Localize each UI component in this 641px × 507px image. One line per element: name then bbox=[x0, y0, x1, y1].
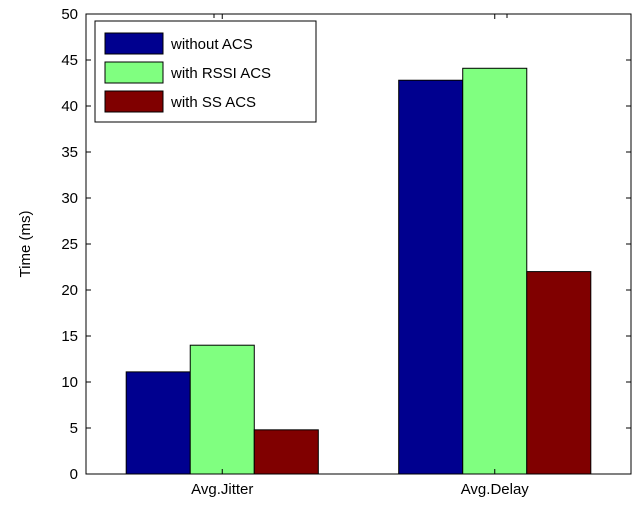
y-tick-label: 40 bbox=[61, 98, 78, 115]
bar bbox=[526, 271, 592, 475]
y-tick-label: 20 bbox=[61, 282, 78, 299]
x-axis: Avg.Jitter Avg.Delay bbox=[191, 14, 529, 498]
legend-swatch bbox=[104, 32, 164, 55]
y-tick-label: 15 bbox=[61, 328, 78, 345]
y-tick-label: 30 bbox=[61, 190, 78, 207]
y-tick-label: 50 bbox=[61, 6, 78, 23]
x-tick-label: Avg.Delay bbox=[461, 481, 530, 498]
y-tick-label: 35 bbox=[61, 144, 78, 161]
bar bbox=[189, 344, 255, 475]
legend-swatch bbox=[104, 90, 164, 113]
bar bbox=[253, 429, 319, 475]
bars-layer bbox=[125, 67, 592, 475]
y-axis-title: Time (ms) bbox=[17, 211, 34, 278]
legend-label: without ACS bbox=[170, 36, 253, 53]
y-tick-label: 10 bbox=[61, 374, 78, 391]
legend: without ACS with RSSI ACS with SS ACS bbox=[94, 20, 317, 123]
y-tick-label: 45 bbox=[61, 52, 78, 69]
y-tick-label: 5 bbox=[70, 420, 78, 437]
y-axis: 0 5 10 15 20 25 30 35 40 45 50 bbox=[61, 6, 631, 483]
x-tick-label: Avg.Jitter bbox=[191, 481, 253, 498]
legend-label: with RSSI ACS bbox=[170, 65, 271, 82]
bar bbox=[398, 79, 464, 475]
legend-swatch bbox=[104, 61, 164, 84]
bar bbox=[462, 67, 528, 475]
legend-label: with SS ACS bbox=[170, 94, 256, 111]
y-tick-label: 0 bbox=[70, 466, 78, 483]
y-tick-label: 25 bbox=[61, 236, 78, 253]
bar bbox=[125, 371, 191, 475]
